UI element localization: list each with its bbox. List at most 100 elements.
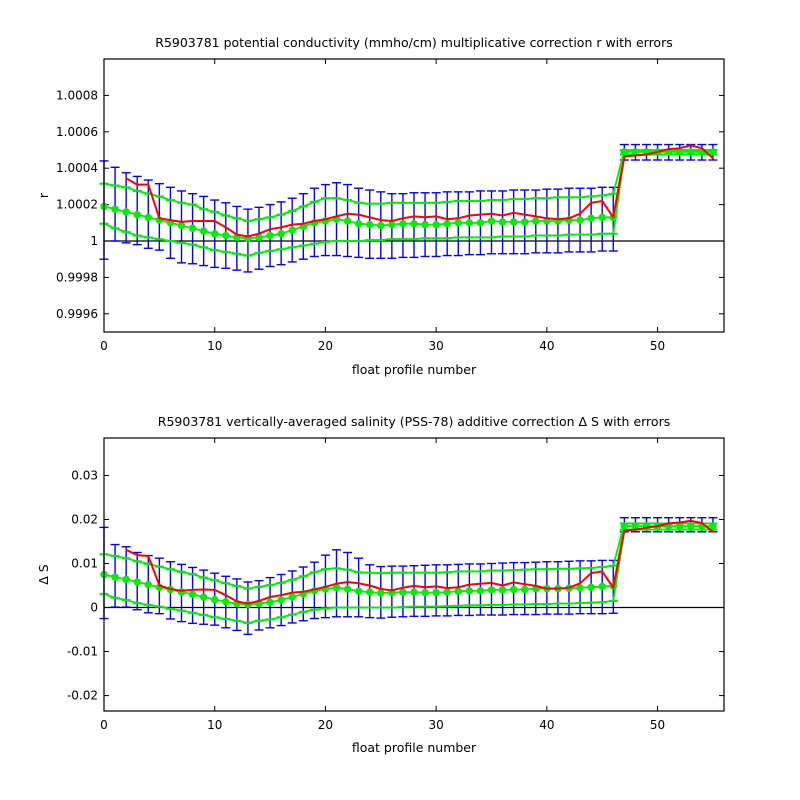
chart-1-correction-point: [546, 217, 548, 220]
chart-1-correction-point: [512, 211, 515, 214]
chart-1-correction-point: [534, 215, 537, 218]
chart-2-correction-point: [446, 587, 449, 589]
chart-2-correction-point: [667, 522, 670, 525]
chart-2-mean-point: [687, 522, 695, 530]
chart-1-x-tick-label: 10: [207, 339, 222, 353]
chart-2-y-tick-label: 0.02: [71, 512, 98, 526]
chart-2-correction-point: [656, 525, 659, 527]
chart-2: R5903781 vertically-averaged salinity (P…: [36, 414, 725, 755]
chart-2-x-tick-label: 30: [429, 718, 444, 732]
chart-1-mean-point: [587, 214, 595, 222]
chart-1-correction-point: [712, 157, 714, 159]
chart-2-mean-point: [476, 587, 485, 595]
chart-2-x-tick-label: 20: [318, 718, 333, 732]
chart-2-series-upper-bound: [99, 522, 718, 590]
chart-1-x-tick-label: 0: [100, 339, 108, 353]
chart-1-correction-point: [224, 226, 227, 229]
chart-2-x-tick-label: 10: [207, 718, 222, 732]
chart-1-y-tick-label: 1.0006: [56, 125, 98, 139]
chart-1-correction-point: [645, 153, 648, 156]
chart-1-correction-point: [424, 216, 426, 219]
chart-1-mean-point: [687, 148, 695, 156]
chart-1-correction-point: [147, 183, 150, 186]
chart-1-correction-point: [191, 220, 194, 222]
chart-1-correction-point: [313, 220, 316, 222]
chart-2-correction-point: [379, 588, 382, 590]
chart-2-correction-point: [357, 582, 360, 585]
chart-2-correction-point: [302, 590, 305, 593]
chart-2-correction-point: [523, 583, 526, 585]
chart-2-x-tick-label: 50: [650, 718, 665, 732]
chart-1-correction-point: [689, 144, 692, 147]
chart-1-correction-point: [291, 223, 294, 226]
chart-2-y-axis-label: Δ S: [36, 564, 51, 585]
chart-1-y-tick-label: 1.0004: [56, 161, 98, 175]
chart-2-correction-point: [269, 596, 271, 598]
chart-2-y-tick-label: -0.02: [67, 689, 98, 703]
chart-2-correction-point: [169, 588, 172, 590]
chart-2-line-upper-bound: [103, 522, 713, 590]
chart-1-mean-point: [377, 221, 385, 230]
chart-1-correction-point: [667, 148, 670, 150]
chart-1-mean-point: [366, 220, 374, 229]
chart-2-mean-point: [421, 588, 429, 597]
chart-1-line-upper-bound: [103, 149, 713, 222]
chart-2-mean-point: [288, 593, 296, 601]
chart-2-correction-point: [634, 528, 637, 531]
chart-1-mean-point: [620, 148, 629, 156]
chart-2-correction-point: [125, 549, 127, 551]
chart-1-correction-point: [236, 233, 238, 236]
chart-2-correction-point: [391, 589, 393, 592]
chart-1-mean-point: [410, 220, 418, 228]
chart-2-mean-point: [399, 588, 407, 596]
chart-1-mean-point: [277, 230, 285, 238]
chart-2-mean-point: [377, 589, 385, 597]
chart-1-mean-point: [521, 218, 529, 226]
chart-1-correction-point: [457, 217, 460, 220]
chart-2-correction-point: [413, 585, 415, 587]
chart-2-correction-point: [247, 602, 249, 605]
chart-1-mean-point: [432, 220, 440, 229]
chart-2-x-axis-label: float profile number: [352, 740, 477, 755]
chart-1-correction-point: [623, 155, 626, 158]
chart-1-correction-point: [612, 216, 615, 219]
chart-2-correction-point: [224, 594, 227, 596]
chart-2-mean-point: [410, 588, 418, 596]
chart-2-correction-point: [158, 584, 161, 587]
chart-1-correction-point: [501, 214, 504, 217]
chart-2-series-correction: [125, 519, 714, 605]
chart-2-correction-point: [313, 588, 316, 591]
chart-1-correction-point: [479, 213, 482, 216]
chart-1-correction-point: [202, 220, 205, 222]
chart-2-mean-point: [465, 587, 474, 595]
chart-2-plot-frame: [103, 437, 725, 712]
chart-1-y-tick-label: 1.0002: [56, 198, 98, 212]
chart-2-correction-point: [424, 586, 426, 589]
chart-2-correction-point: [324, 586, 327, 588]
chart-2-correction-point: [457, 586, 460, 589]
chart-1-y-axis-label: r: [36, 192, 51, 198]
chart-2-correction-point: [236, 600, 238, 603]
chart-1-correction-point: [280, 226, 282, 229]
chart-1-mean-point: [465, 219, 474, 227]
chart-1-correction-point: [568, 217, 570, 220]
chart-1-correction-point: [557, 218, 559, 220]
chart-2-correction-point: [479, 582, 482, 585]
chart-2-y-tick-label: 0.03: [71, 468, 98, 482]
chart-2-correction-point: [258, 600, 260, 602]
chart-2-y-tick-label: 0.01: [71, 556, 98, 570]
chart-2-line-correction: [125, 519, 714, 605]
chart-1-mean-point: [144, 213, 152, 222]
chart-2-correction-point: [701, 522, 703, 524]
chart-1-line-mean: [103, 150, 713, 240]
chart-2-correction-point: [579, 582, 581, 585]
chart-2-mean-point: [443, 588, 451, 596]
chart-2-mean-point: [521, 585, 529, 594]
chart-2-correction-point: [557, 587, 559, 590]
chart-1-correction-point: [169, 219, 172, 221]
chart-2-mean-point: [487, 586, 496, 594]
chart-1-correction-point: [335, 215, 338, 218]
chart-1-mean-point: [709, 148, 717, 156]
chart-2-correction-point: [645, 527, 648, 529]
